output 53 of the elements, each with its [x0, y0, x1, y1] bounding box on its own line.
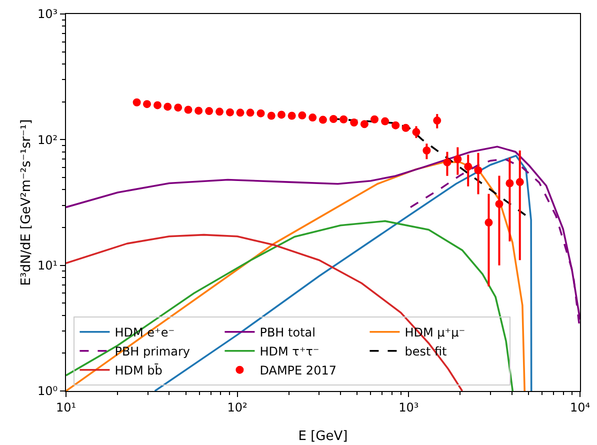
- point: [184, 106, 192, 114]
- point: [308, 114, 317, 122]
- point: [132, 98, 141, 106]
- legend-label: HDM bb̄: [114, 363, 162, 378]
- point: [370, 115, 379, 124]
- x-tick-label: 10⁴: [570, 400, 590, 414]
- x-axis-title: E [GeV]: [298, 429, 348, 444]
- point: [443, 158, 452, 166]
- point: [329, 115, 338, 124]
- point: [392, 121, 400, 130]
- point: [194, 106, 203, 115]
- y-axis-title: E³dN/dE [GeV²m⁻²s⁻¹sr⁻¹]: [19, 119, 34, 286]
- point: [516, 178, 524, 186]
- point: [484, 218, 493, 227]
- point: [495, 200, 504, 208]
- point: [318, 116, 327, 124]
- point: [174, 104, 182, 112]
- point: [154, 101, 162, 110]
- point: [474, 166, 482, 174]
- point: [246, 108, 254, 117]
- legend-label: DAMPE 2017: [260, 364, 336, 378]
- point: [464, 162, 472, 171]
- legend-label: HDM τ⁺τ⁻: [260, 344, 320, 359]
- x-tick-label: 10¹: [56, 400, 76, 414]
- point: [402, 124, 410, 132]
- point: [236, 108, 244, 117]
- point: [143, 100, 151, 108]
- point: [381, 117, 390, 126]
- legend-label: PBH total: [260, 326, 316, 340]
- legend-label: best fit: [404, 344, 448, 359]
- point: [277, 110, 286, 119]
- point: [288, 112, 296, 120]
- point: [226, 108, 234, 116]
- point: [164, 102, 172, 111]
- point: [360, 120, 368, 128]
- point: [340, 115, 348, 124]
- point: [256, 109, 265, 118]
- point: [454, 155, 462, 164]
- point: [216, 108, 224, 116]
- point: [433, 116, 442, 125]
- x-tick-label: 10³: [398, 400, 419, 414]
- point: [350, 118, 358, 126]
- point: [298, 111, 306, 120]
- point: [412, 128, 420, 136]
- point: [422, 146, 431, 154]
- point: [205, 107, 214, 116]
- point: [267, 112, 276, 120]
- y-tick-label: 10¹: [38, 258, 58, 273]
- x-tick-label: 10²: [227, 400, 248, 414]
- point: [506, 179, 514, 188]
- y-tick-label: 10³: [38, 7, 58, 22]
- y-tick-label: 10²: [38, 132, 58, 147]
- y-tick-label: 10⁰: [38, 384, 58, 398]
